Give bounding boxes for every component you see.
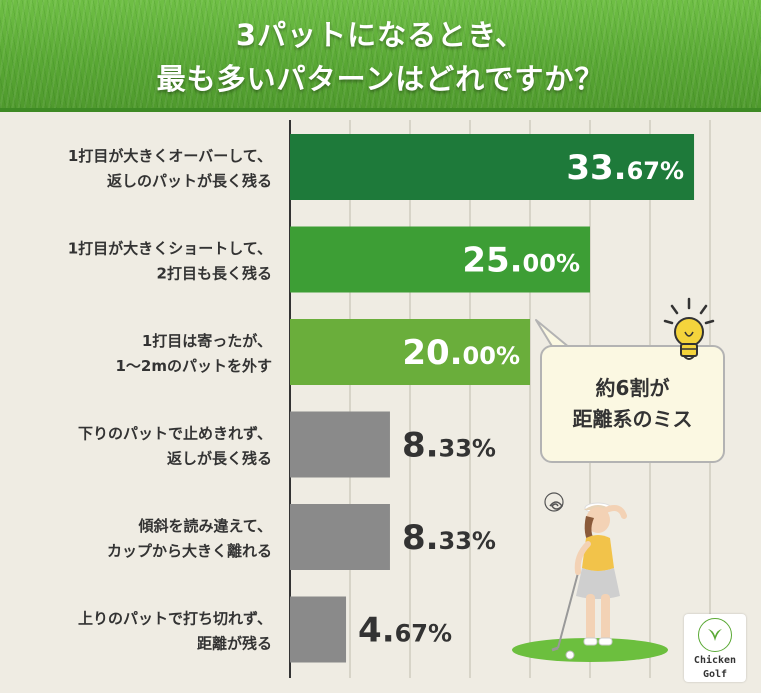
category-label: 傾斜を読み違えて、 bbox=[137, 517, 272, 535]
category-label: カップから大きく離れる bbox=[107, 542, 272, 560]
callout-box: 約6割が 距離系のミス bbox=[540, 345, 725, 463]
category-label: 1打目が大きくオーバーして、 bbox=[68, 147, 272, 165]
chicken-logo-icon bbox=[698, 618, 732, 652]
lightbulb-icon bbox=[663, 297, 715, 360]
bar-3 bbox=[290, 319, 530, 385]
category-label: 距離が残る bbox=[197, 635, 272, 653]
logo-text-line1: Chicken bbox=[693, 655, 737, 666]
data-label: 25.00% bbox=[462, 241, 580, 281]
category-label: 2打目も長く残る bbox=[157, 265, 272, 283]
data-label: 4.67% bbox=[358, 611, 452, 651]
category-label: 1打目が大きくショートして、 bbox=[68, 240, 272, 258]
golfer-illustration bbox=[512, 492, 668, 662]
callout-line1: 約6割が bbox=[595, 376, 670, 400]
confused-scribble-icon bbox=[544, 492, 564, 512]
bar-2 bbox=[290, 226, 590, 293]
value-labels: 33.67% 25.00% 20.00% 8.33% 8.33% 4.67% bbox=[358, 148, 684, 651]
page-title-line2: 最も多いパターンはどれですか？ bbox=[156, 62, 605, 96]
data-label: 8.33% bbox=[402, 426, 496, 466]
bars bbox=[290, 134, 695, 663]
data-label: 33.67% bbox=[566, 148, 684, 188]
category-label: 返しのパットが長く残る bbox=[107, 172, 272, 190]
category-label: 返しが長く残る bbox=[167, 450, 272, 468]
bar-4 bbox=[290, 411, 390, 478]
bar-chart: 1打目が大きくオーバーして、返しのパットが長く残る 1打目が大きくショートして、 2… bbox=[68, 120, 711, 678]
title-banner: 3パットになるとき、 最も多いパターンはどれですか？ bbox=[0, 0, 761, 112]
category-label: 1打目は寄ったが、 bbox=[142, 332, 272, 350]
bar-1 bbox=[290, 134, 695, 200]
category-label: 下りのパットで止めきれず、 bbox=[78, 425, 272, 443]
logo-text-line2: Golf bbox=[702, 669, 728, 680]
data-label: 8.33% bbox=[402, 518, 496, 558]
brand-logo: Chicken Golf bbox=[684, 614, 746, 682]
category-label: 1〜2mのパットを外す bbox=[115, 357, 272, 375]
bar-6 bbox=[290, 596, 347, 663]
callout-line2: 距離系のミス bbox=[572, 407, 693, 431]
bar-5 bbox=[290, 504, 390, 570]
data-label: 20.00% bbox=[402, 333, 520, 373]
category-labels: 1打目が大きくオーバーして、返しのパットが長く残る 1打目が大きくショートして、 2… bbox=[68, 147, 272, 653]
category-label: 上りのパットで打ち切れず、 bbox=[78, 610, 272, 628]
page-title-line1: 3パットになるとき、 bbox=[235, 18, 526, 52]
